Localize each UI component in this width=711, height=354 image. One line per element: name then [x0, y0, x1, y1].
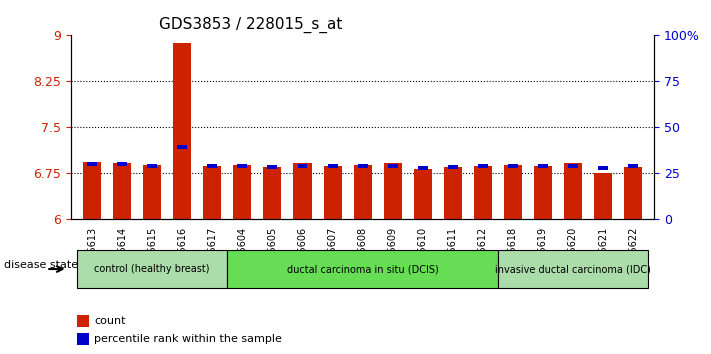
Bar: [147, 164, 157, 168]
Bar: [564, 163, 582, 219]
Text: disease state: disease state: [4, 260, 77, 270]
Bar: [478, 164, 488, 168]
Bar: [568, 164, 578, 168]
Bar: [358, 164, 368, 168]
Bar: [203, 166, 221, 219]
Bar: [598, 166, 608, 170]
Bar: [143, 165, 161, 219]
Bar: [498, 250, 648, 288]
Bar: [264, 167, 282, 219]
Bar: [534, 166, 552, 219]
Bar: [508, 164, 518, 168]
Bar: [594, 173, 612, 219]
Bar: [177, 145, 187, 149]
Bar: [448, 165, 458, 169]
Bar: [444, 167, 461, 219]
Bar: [504, 165, 522, 219]
Bar: [297, 164, 307, 168]
Bar: [624, 167, 642, 219]
Text: control (healthy breast): control (healthy breast): [95, 264, 210, 274]
Bar: [414, 169, 432, 219]
Bar: [77, 250, 228, 288]
Bar: [628, 164, 638, 168]
Bar: [173, 44, 191, 219]
Text: ductal carcinoma in situ (DCIS): ductal carcinoma in situ (DCIS): [287, 264, 439, 274]
Bar: [77, 333, 89, 345]
Bar: [233, 165, 252, 219]
Bar: [384, 163, 402, 219]
Bar: [237, 164, 247, 168]
Bar: [387, 164, 397, 168]
Bar: [113, 163, 132, 219]
Bar: [474, 166, 492, 219]
Text: GDS3853 / 228015_s_at: GDS3853 / 228015_s_at: [159, 16, 342, 33]
Bar: [328, 164, 338, 168]
Bar: [87, 162, 97, 166]
Bar: [324, 166, 341, 219]
Bar: [77, 315, 89, 327]
Bar: [228, 250, 498, 288]
Bar: [267, 165, 277, 169]
Bar: [538, 164, 548, 168]
Bar: [353, 165, 372, 219]
Bar: [117, 162, 127, 166]
Bar: [418, 166, 428, 170]
Bar: [208, 164, 218, 168]
Text: percentile rank within the sample: percentile rank within the sample: [95, 334, 282, 344]
Bar: [294, 163, 311, 219]
Bar: [83, 162, 101, 219]
Text: count: count: [95, 316, 126, 326]
Text: invasive ductal carcinoma (IDC): invasive ductal carcinoma (IDC): [495, 264, 651, 274]
